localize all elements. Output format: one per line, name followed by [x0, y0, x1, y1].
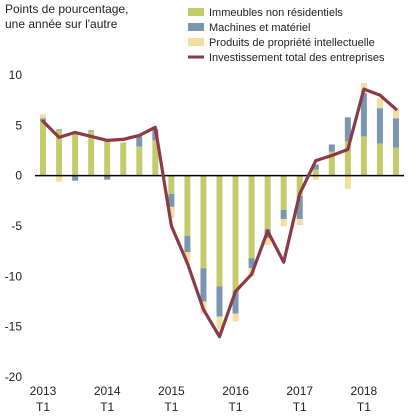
bar-segment-series-2 [104, 175, 111, 180]
bar-segment-series-1 [376, 143, 383, 176]
bar-segment-series-3 [312, 175, 319, 180]
bar-segment-series-3 [344, 175, 351, 189]
bar-segment-series-3 [376, 98, 383, 109]
x-tick-year: 2015 [158, 384, 185, 398]
bar-segment-series-1 [312, 169, 319, 176]
bar-segment-series-1 [152, 140, 159, 176]
bar-segment-series-3 [184, 252, 191, 263]
x-tick-year: 2014 [94, 384, 121, 398]
bar-segment-series-1 [216, 175, 223, 287]
x-tick-year: 2017 [286, 384, 313, 398]
y-axis-title-line-1: Points de pourcentage, [5, 2, 128, 16]
bar-segment-series-1 [88, 131, 95, 176]
bar-segment-series-2 [72, 175, 79, 181]
bar-segment-series-2 [200, 268, 207, 302]
bar-segment-series-1 [184, 175, 191, 237]
bar-segment-series-2 [56, 129, 63, 131]
legend-label: Produits de propriété intellectuelle [209, 37, 375, 49]
bar-segment-series-1 [392, 147, 399, 176]
bar-segment-series-2 [296, 195, 303, 219]
legend-label: Immeubles non résidentiels [209, 7, 343, 19]
y-tick-label: -20 [5, 370, 23, 384]
legend-swatch [188, 8, 204, 16]
y-tick-label: -10 [5, 269, 23, 283]
bar-segment-series-3 [280, 218, 287, 226]
total-investment-line [41, 87, 398, 339]
bar-segment-series-2 [248, 258, 255, 269]
x-tick-quarter: T1 [357, 400, 371, 414]
x-tick-quarter: T1 [164, 400, 178, 414]
bar-segment-series-1 [248, 175, 255, 259]
bar-segment-series-2 [136, 136, 143, 147]
bar-segment-series-1 [200, 175, 207, 269]
bar-segment-series-2 [216, 286, 223, 317]
y-axis-title-line-2: une année sur l'autre [5, 17, 118, 31]
plot-area: -20 -15 -10 -5 0 5 10 2013 T1 2014 T1 2015 T1 2016 T1 2… [5, 68, 404, 414]
x-tick-year: 2013 [30, 384, 57, 398]
y-tick-label: 0 [15, 169, 22, 183]
bar-segment-series-1 [104, 141, 111, 176]
x-tick-quarter: T1 [293, 400, 307, 414]
bar-segment-series-1 [344, 141, 351, 176]
bar-segment-series-1 [360, 136, 367, 176]
x-tick-quarter: T1 [100, 400, 114, 414]
bar-segment-series-1 [280, 175, 287, 210]
x-tick-quarter: T1 [36, 400, 50, 414]
bar-segment-series-2 [376, 108, 383, 144]
x-tick-year: 2018 [351, 384, 378, 398]
legend: Immeubles non résidentiels Machines et ma… [188, 7, 385, 64]
bar-segment-series-1 [168, 175, 175, 194]
bar-segment-series-1 [136, 146, 143, 176]
bar-segment-series-3 [264, 238, 271, 246]
y-tick-label: -15 [5, 320, 23, 334]
bar-segment-series-3 [392, 108, 399, 119]
bar-segment-series-1 [56, 130, 63, 176]
legend-swatch [188, 38, 204, 46]
bar-segment-series-2 [280, 209, 287, 219]
bar-segment-series-1 [72, 132, 79, 176]
bar-segment-series-1 [328, 151, 335, 176]
bar-segment-series-2 [344, 117, 351, 142]
y-tick-label: 10 [9, 68, 23, 82]
bar-segment-series-1 [296, 175, 303, 196]
legend-swatch [188, 23, 204, 31]
bar-segment-series-1 [120, 142, 127, 176]
y-tick-label: 5 [15, 118, 22, 132]
legend-label: Machines et matériel [209, 22, 311, 34]
bar-segment-series-2 [312, 164, 319, 170]
bar-segment-series-2 [392, 118, 399, 148]
x-tick-quarter: T1 [229, 400, 243, 414]
bar-segment-series-2 [168, 193, 175, 207]
bar-segment-series-3 [216, 316, 223, 329]
bar-segment-series-1 [40, 121, 47, 176]
bar-segment-series-3 [168, 206, 175, 218]
bar-segment-series-1 [232, 175, 239, 292]
bar-segment-series-2 [184, 236, 191, 253]
bar-segment-series-2 [232, 291, 239, 314]
bar-segment-series-3 [40, 114, 47, 119]
bar-segment-series-2 [360, 93, 367, 137]
bar-segment-series-1 [264, 175, 271, 230]
bar-segment-series-3 [56, 175, 63, 182]
bar-segment-series-3 [232, 313, 239, 322]
legend-label: Investissement total des entreprises [209, 52, 385, 64]
bar-segment-series-3 [296, 218, 303, 225]
bar-segment-series-2 [328, 144, 335, 152]
bar-segment-series-2 [88, 130, 95, 132]
x-tick-year: 2016 [222, 384, 249, 398]
y-tick-label: -5 [11, 219, 22, 233]
y-axis-title: Points de pourcentage, une année sur l'a… [5, 2, 128, 31]
